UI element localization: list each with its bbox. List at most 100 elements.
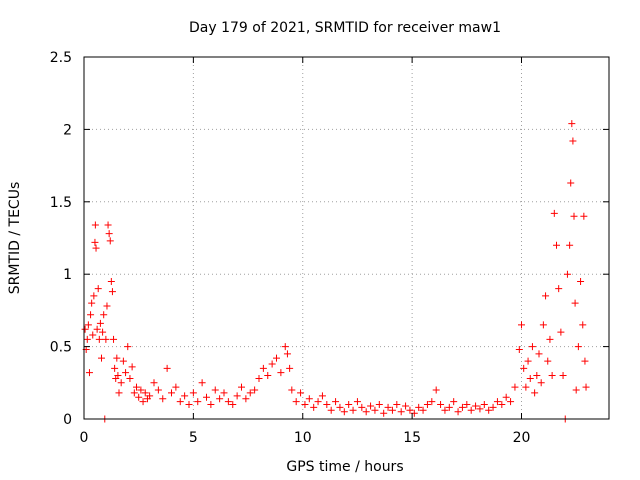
data-point (332, 398, 340, 406)
data-point (259, 364, 267, 372)
data-point (203, 393, 210, 401)
data-point (185, 401, 193, 409)
data-point (546, 335, 554, 343)
data-point (90, 292, 98, 300)
data-point (563, 270, 571, 278)
data-point (198, 379, 206, 387)
data-point (94, 285, 102, 293)
data-point (133, 383, 140, 391)
data-point (114, 372, 122, 380)
data-point (402, 402, 410, 410)
x-axis-label: GPS time / hours (286, 459, 403, 475)
data-point (273, 354, 280, 362)
data-point (493, 398, 501, 406)
gridlines (84, 57, 609, 419)
data-point (288, 386, 296, 394)
data-point (238, 383, 245, 391)
data-point (454, 408, 462, 416)
data-point (571, 299, 579, 307)
data-point (535, 350, 543, 358)
data-point (229, 401, 237, 409)
data-point (428, 398, 436, 406)
y-tick-label: 0.5 (50, 340, 72, 356)
data-point (574, 343, 582, 351)
data-point (480, 401, 488, 409)
data-point (124, 343, 132, 351)
data-point (358, 403, 366, 411)
data-point (242, 395, 250, 403)
data-point (105, 230, 113, 238)
data-point (581, 357, 589, 365)
data-point (159, 395, 167, 403)
data-point (268, 360, 276, 368)
chart-title: Day 179 of 2021, SRMTID for receiver maw… (189, 20, 501, 36)
data-point (176, 398, 184, 406)
data-point (106, 237, 114, 245)
data-point (570, 212, 578, 220)
data-point (467, 406, 475, 414)
data-point (310, 403, 318, 411)
data-point (522, 383, 530, 391)
data-point (318, 392, 326, 400)
data-point (533, 372, 541, 380)
data-point (111, 364, 119, 372)
data-point (102, 335, 110, 343)
data-point (511, 383, 519, 391)
data-point (375, 401, 383, 409)
data-point (122, 369, 130, 377)
data-point (542, 292, 550, 300)
data-point (371, 406, 379, 414)
data-point (110, 335, 118, 343)
x-tick-label: 20 (513, 430, 531, 446)
data-point (323, 401, 331, 409)
data-point (84, 321, 92, 329)
data-point (139, 398, 147, 406)
x-tick-label: 15 (403, 430, 421, 446)
data-point (211, 386, 219, 394)
data-point (476, 405, 484, 413)
data-point (419, 406, 427, 414)
data-point (579, 321, 587, 329)
data-point (95, 335, 103, 343)
axis-ticks: 0 5 10 15 20 0 0.5 1 1.5 2 2.5 (50, 50, 609, 446)
data-point (384, 403, 392, 411)
data-point (580, 212, 588, 220)
data-point (88, 299, 96, 307)
data-point (537, 379, 545, 387)
data-point (113, 354, 121, 362)
data-point (507, 398, 515, 406)
data-point (168, 389, 175, 397)
data-point (103, 302, 111, 310)
data-point (502, 393, 510, 401)
data-point (349, 406, 357, 414)
data-point (531, 389, 539, 397)
data-point (194, 398, 202, 406)
data-point (485, 406, 493, 414)
data-point (251, 386, 259, 394)
y-tick-label: 1 (63, 267, 72, 283)
data-point (107, 277, 115, 285)
data-point (524, 357, 532, 365)
y-tick-label: 0 (63, 412, 72, 428)
data-point (437, 401, 445, 409)
data-point (207, 401, 215, 409)
data-point (150, 379, 158, 387)
y-tick-label: 2.5 (50, 50, 72, 66)
data-point (91, 238, 99, 246)
data-point (220, 389, 228, 397)
data-point (388, 406, 396, 414)
data-point (297, 389, 305, 397)
data-point (518, 321, 525, 329)
data-point (277, 369, 285, 377)
data-point (432, 386, 440, 394)
data-point (472, 402, 480, 410)
data-point (582, 383, 590, 391)
data-point (119, 357, 127, 365)
data-point (559, 372, 567, 380)
data-point (345, 401, 353, 409)
data-point (137, 386, 145, 394)
data-point (87, 311, 95, 319)
data-point (301, 401, 309, 409)
data-point (224, 398, 232, 406)
